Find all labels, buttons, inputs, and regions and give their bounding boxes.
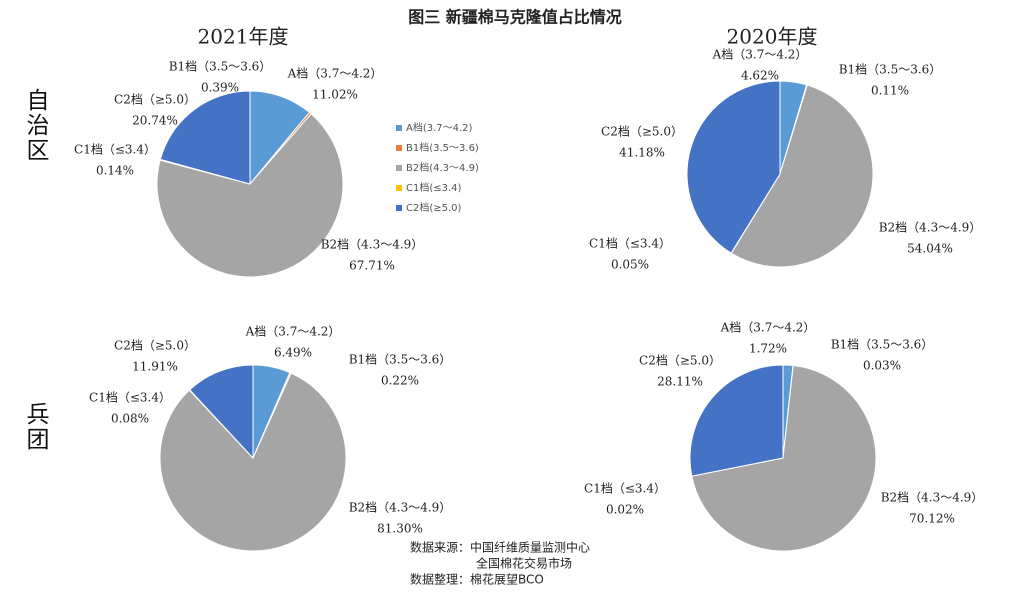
pie-slice [189, 364, 254, 460]
slice-category-label: C2档（≥5.0） [114, 93, 196, 107]
slice-value-label: 70.12% [909, 512, 955, 526]
chart-title: 图三 新疆棉马克隆值占比情况 [408, 8, 622, 27]
slice-category-label: B2档（4.3～4.9） [879, 221, 982, 235]
pie-slice [156, 113, 344, 278]
row-header: 自治区 [22, 88, 48, 163]
slice-value-label: 1.72% [749, 342, 787, 356]
slice-category-label: B1档（3.5～3.6） [839, 63, 942, 77]
slice-value-label: 0.39% [201, 81, 239, 95]
slice-category-label: B2档（4.3～4.9） [349, 501, 452, 515]
slice-category-label: C2档（≥5.0） [114, 339, 196, 353]
slice-value-label: 0.02% [606, 503, 644, 517]
legend-label: C1档(≤3.4) [406, 181, 462, 194]
slice-value-label: 81.30% [377, 522, 423, 536]
legend-swatch [396, 205, 402, 211]
column-header: 2021年度 [198, 25, 289, 49]
pie-slice [249, 90, 311, 186]
slice-value-label: 4.62% [741, 69, 779, 83]
legend-label: A档(3.7～4.2) [406, 121, 473, 134]
slice-category-label: B2档（4.3～4.9） [881, 491, 984, 505]
slice-category-label: C2档（≥5.0） [639, 354, 721, 368]
slice-category-label: B1档（3.5～3.6） [831, 338, 934, 352]
slice-category-label: A档（3.7～4.2） [245, 325, 341, 339]
pie-slice [159, 372, 347, 552]
slice-value-label: 6.49% [274, 346, 312, 360]
slice-value-label: 28.11% [657, 375, 703, 389]
legend-label: B2档(4.3～4.9) [406, 161, 479, 174]
slice-value-label: 20.74% [132, 114, 178, 128]
slice-value-label: 0.14% [96, 164, 134, 178]
pie-slice [159, 90, 251, 185]
pie-slice [689, 364, 784, 477]
slice-category-label: A档（3.7～4.2） [720, 321, 816, 335]
slice-value-label: 0.22% [381, 374, 419, 388]
slice-category-label: A档（3.7～4.2） [712, 48, 808, 62]
slice-category-label: C1档（≤3.4） [584, 482, 666, 496]
slice-value-label: 41.18% [619, 146, 665, 160]
slice-category-label: C1档（≤3.4） [589, 237, 671, 251]
slice-value-label: 11.91% [132, 360, 178, 374]
slice-value-label: 0.03% [863, 359, 901, 373]
legend-swatch [396, 145, 402, 151]
source-text: 全国棉花交易市场 [476, 556, 572, 571]
slice-category-label: B1档（3.5～3.6） [349, 353, 452, 367]
source-text: 数据整理：棉花展望BCO [410, 572, 544, 587]
pie-slice [686, 80, 781, 254]
legend-swatch [396, 125, 402, 131]
legend-label: B1档(3.5～3.6) [406, 141, 479, 154]
slice-category-label: B2档（4.3～4.9） [321, 238, 424, 252]
slice-value-label: 0.08% [111, 412, 149, 426]
slice-value-label: 11.02% [312, 88, 358, 102]
slice-category-label: A档（3.7～4.2） [287, 67, 383, 81]
row-header: 兵团 [22, 402, 48, 452]
source-text: 数据来源：中国纤维质量监测中心 [410, 540, 590, 555]
slice-category-label: C2档（≥5.0） [601, 125, 683, 139]
pie-slice [691, 365, 877, 552]
slice-category-label: C1档（≤3.4） [89, 391, 171, 405]
slice-value-label: 0.11% [871, 84, 909, 98]
legend-swatch [396, 165, 402, 171]
pie-slice [730, 84, 874, 268]
legend-swatch [396, 185, 402, 191]
slice-value-label: 67.71% [349, 259, 395, 273]
column-header: 2020年度 [727, 25, 818, 49]
slice-category-label: B1档（3.5～3.6） [169, 60, 272, 74]
slice-value-label: 54.04% [907, 242, 953, 256]
legend-label: C2档(≥5.0) [406, 201, 462, 214]
slice-value-label: 0.05% [611, 258, 649, 272]
slice-category-label: C1档（≤3.4） [74, 143, 156, 157]
